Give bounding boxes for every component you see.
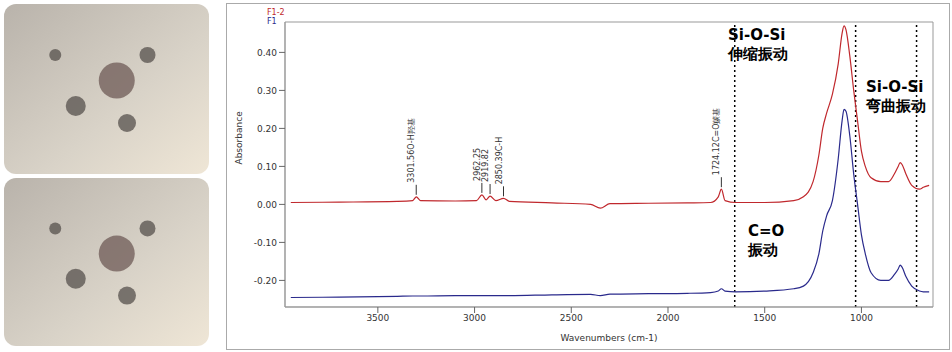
svg-text:0.20: 0.20 [257, 124, 277, 134]
svg-text:2919.82: 2919.82 [481, 149, 490, 182]
svg-text:1000: 1000 [850, 313, 873, 323]
svg-text:-0.10: -0.10 [254, 238, 278, 248]
svg-text:1724.12C=O羰基: 1724.12C=O羰基 [712, 108, 721, 176]
svg-text:2000: 2000 [657, 313, 680, 323]
html-text:F1: F1 [267, 17, 277, 26]
html-text:F1-2: F1-2 [267, 8, 285, 17]
html-text:弯曲振动: 弯曲振动 [866, 97, 926, 115]
svg-text:-0.20: -0.20 [254, 276, 278, 286]
svg-text:2500: 2500 [560, 313, 583, 323]
html-text:C=O: C=O [748, 222, 785, 240]
svg-text:2962.25: 2962.25 [472, 147, 482, 181]
html-text:Si-O-Si: Si-O-Si [728, 26, 786, 44]
svg-text:3500: 3500 [366, 313, 389, 323]
svg-text:0.30: 0.30 [257, 86, 277, 96]
svg-text:0.00: 0.00 [257, 200, 277, 210]
svg-text:Wavenumbers (cm-1): Wavenumbers (cm-1) [560, 333, 657, 343]
svg-text:0.40: 0.40 [257, 48, 277, 58]
svg-text:1500: 1500 [753, 313, 776, 323]
svg-text:Absorbance: Absorbance [234, 111, 244, 165]
html-text:振动: 振动 [748, 241, 778, 259]
html-text:Si-O-Si: Si-O-Si [866, 78, 924, 96]
svg-text:2850.39C-H: 2850.39C-H [495, 137, 504, 185]
svg-text:0.10: 0.10 [257, 162, 277, 172]
svg-text:3301.56O-H羟基: 3301.56O-H羟基 [407, 118, 416, 183]
svg-text:3000: 3000 [463, 313, 486, 323]
html-text:伸缩振动: 伸缩振动 [728, 45, 788, 63]
